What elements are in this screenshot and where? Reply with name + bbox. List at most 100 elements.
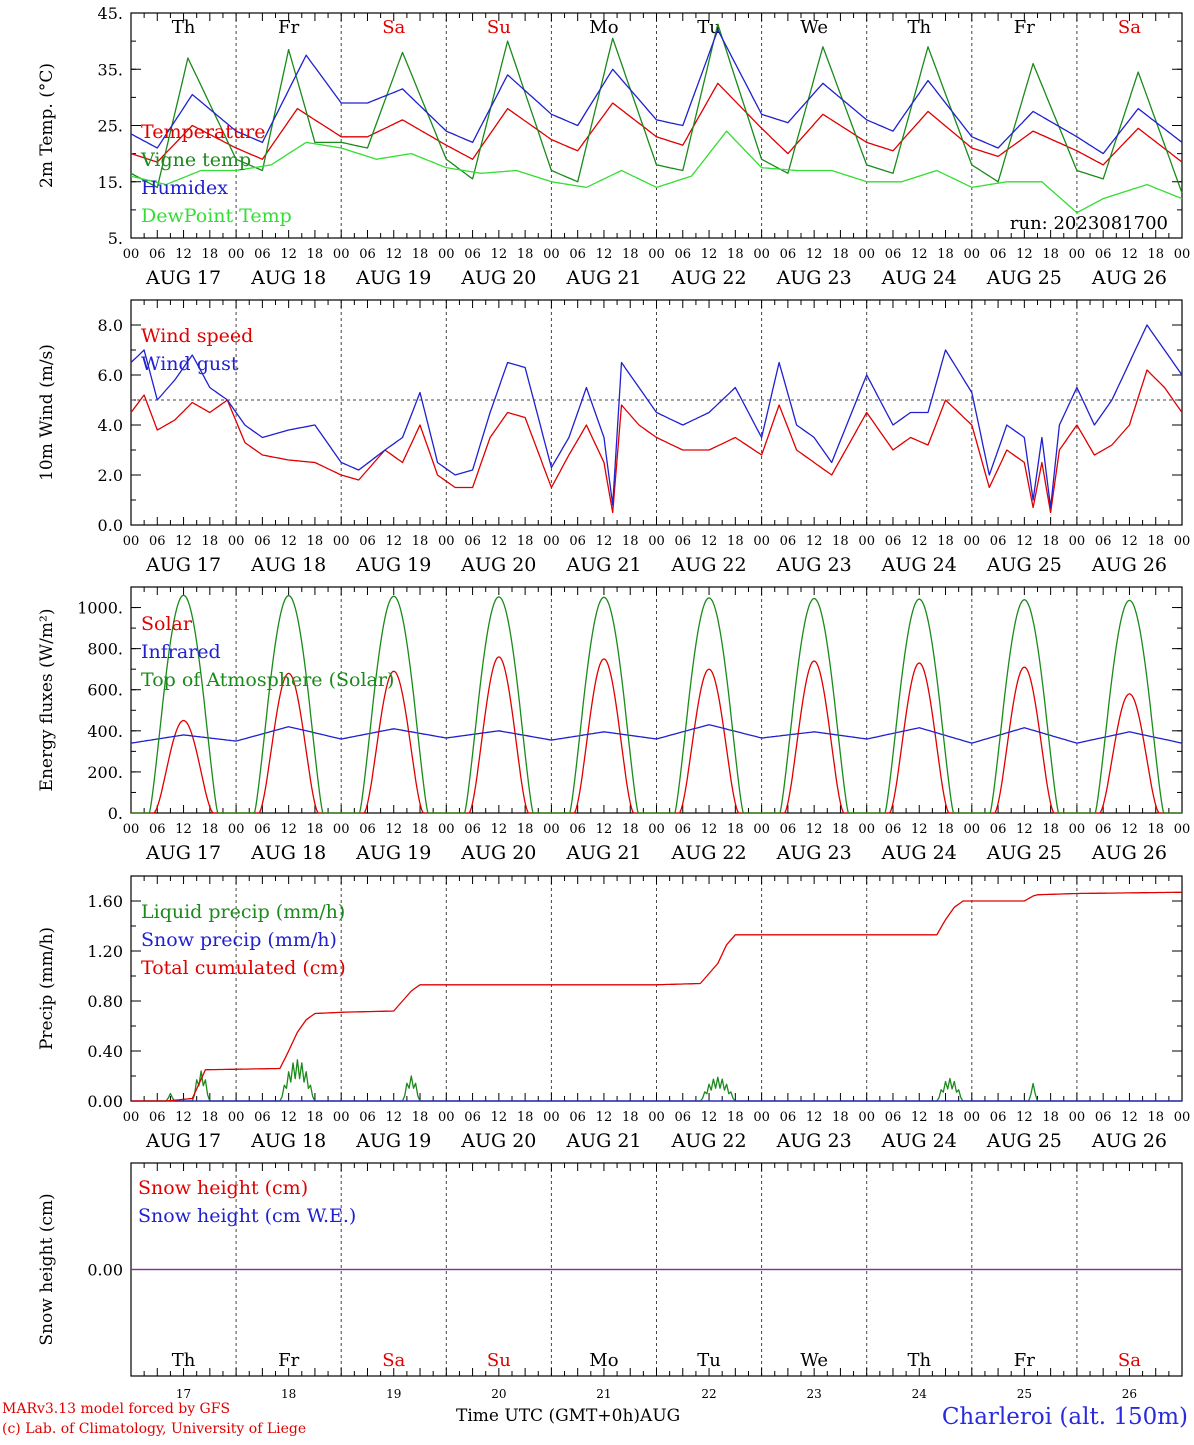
hour-label: 12: [175, 247, 192, 262]
weekday-label: Mo: [589, 1350, 618, 1371]
legend-total-cumulated-cm: Total cumulated (cm): [141, 957, 346, 979]
hour-label: 18: [937, 247, 954, 262]
hour-label: 00: [1069, 1110, 1086, 1125]
panel-4: 0.00 0.40 0.80 1.20 1.60 Precip (mm/h) 00 06 12 1…: [37, 875, 1191, 1152]
y-tick-label: 0.00: [87, 1261, 123, 1280]
hour-label: 12: [596, 247, 613, 262]
hour-label: 12: [175, 534, 192, 549]
hour-label: 18: [517, 534, 534, 549]
hour-label: 18: [727, 822, 744, 837]
hour-label: 00: [1174, 1110, 1191, 1125]
y-tick-label: 5.: [108, 229, 123, 248]
hour-label: 00: [753, 534, 770, 549]
hour-label: 12: [385, 247, 402, 262]
date-label: AUG 17: [145, 842, 221, 864]
day-number-label: 20: [491, 1387, 506, 1401]
date-label: AUG 26: [1091, 1130, 1167, 1152]
hour-label: 00: [753, 822, 770, 837]
hour-label: 06: [254, 247, 271, 262]
hour-label: 06: [990, 822, 1007, 837]
legend-vigne-temp: Vigne temp: [140, 149, 251, 171]
hour-label: 12: [1121, 1110, 1138, 1125]
hour-label: 12: [280, 1110, 297, 1125]
hour-label: 12: [701, 534, 718, 549]
date-label: AUG 25: [986, 554, 1062, 576]
y-tick-label: 2.0: [98, 466, 123, 485]
hour-label: 12: [1016, 1110, 1033, 1125]
weekday-label: Sa: [1118, 17, 1141, 38]
hour-label: 18: [937, 534, 954, 549]
date-label: AUG 21: [565, 842, 641, 864]
hour-label: 12: [175, 822, 192, 837]
hour-label: 00: [858, 247, 875, 262]
hour-label: 18: [727, 247, 744, 262]
hour-label: 12: [911, 822, 928, 837]
hour-label: 18: [202, 822, 219, 837]
hour-label: 06: [780, 822, 797, 837]
hour-label: 12: [385, 822, 402, 837]
day-number-label: 22: [701, 1387, 716, 1401]
hour-label: 12: [1121, 822, 1138, 837]
hour-label: 18: [622, 1110, 639, 1125]
hour-label: 18: [832, 822, 849, 837]
hour-label: 00: [1069, 822, 1086, 837]
hour-label: 00: [648, 1110, 665, 1125]
hour-label: 06: [780, 1110, 797, 1125]
hour-label: 18: [1042, 822, 1059, 837]
hour-label: 06: [569, 1110, 586, 1125]
legend-temperature: Temperature: [141, 121, 265, 143]
hour-label: 00: [858, 1110, 875, 1125]
hour-label: 00: [1069, 247, 1086, 262]
hour-label: 00: [123, 534, 140, 549]
hour-label: 06: [1095, 1110, 1112, 1125]
hour-label: 18: [517, 1110, 534, 1125]
hour-label: 00: [1069, 534, 1086, 549]
hour-label: 18: [307, 247, 324, 262]
hour-label: 06: [149, 822, 166, 837]
date-label: AUG 21: [565, 1130, 641, 1152]
hour-label: 06: [359, 247, 376, 262]
date-label: AUG 19: [355, 842, 431, 864]
day-number-label: 23: [807, 1387, 822, 1401]
hour-label: 12: [175, 1110, 192, 1125]
weekday-label: Fr: [278, 1350, 299, 1371]
hour-label: 12: [806, 247, 823, 262]
weekday-label: Sa: [382, 17, 405, 38]
legend-dewpoint-temp: DewPoint Temp: [141, 205, 292, 227]
date-label: AUG 17: [145, 1130, 221, 1152]
date-label: AUG 18: [250, 267, 326, 289]
panel-3: 0. 200. 400. 600. 800. 1000. Energy fluxes (W/…: [37, 586, 1190, 864]
day-number-label: 26: [1122, 1387, 1137, 1401]
panel-5: 0.00 Snow height (cm) Th Fr Sa Su Mo Tu We Th Fr Sa…: [37, 1162, 1183, 1401]
day-number-label: 17: [176, 1387, 191, 1401]
weekday-label: Tu: [697, 1350, 721, 1371]
date-label: AUG 22: [670, 554, 746, 576]
hour-label: 00: [123, 1110, 140, 1125]
y-tick-label: 1000.: [77, 599, 123, 618]
weekday-label: Th: [172, 17, 196, 38]
hour-label: 18: [517, 822, 534, 837]
hour-label: 06: [885, 822, 902, 837]
hour-label: 00: [333, 1110, 350, 1125]
weekday-label: We: [800, 1350, 828, 1371]
date-label: AUG 20: [460, 267, 536, 289]
date-label: AUG 26: [1091, 554, 1167, 576]
legend-wind-gust: Wind gust: [141, 353, 239, 375]
hour-label: 00: [543, 534, 560, 549]
y-tick-label: 0.0: [98, 516, 123, 535]
date-label: AUG 23: [776, 842, 852, 864]
hour-label: 18: [727, 1110, 744, 1125]
hour-label: 12: [596, 822, 613, 837]
hour-label: 06: [675, 822, 692, 837]
hour-label: 12: [280, 247, 297, 262]
weekday-label: Sa: [1118, 1350, 1141, 1371]
hour-label: 06: [569, 822, 586, 837]
date-label: AUG 23: [776, 1130, 852, 1152]
weekday-label: Th: [907, 1350, 931, 1371]
y-axis-label: Snow height (cm): [37, 1193, 57, 1345]
y-tick-label: 400.: [87, 722, 123, 741]
hour-label: 00: [438, 1110, 455, 1125]
y-tick-label: 6.0: [98, 366, 123, 385]
series-dewpoint-temp: [130, 130, 1183, 214]
hour-label: 18: [1147, 247, 1164, 262]
